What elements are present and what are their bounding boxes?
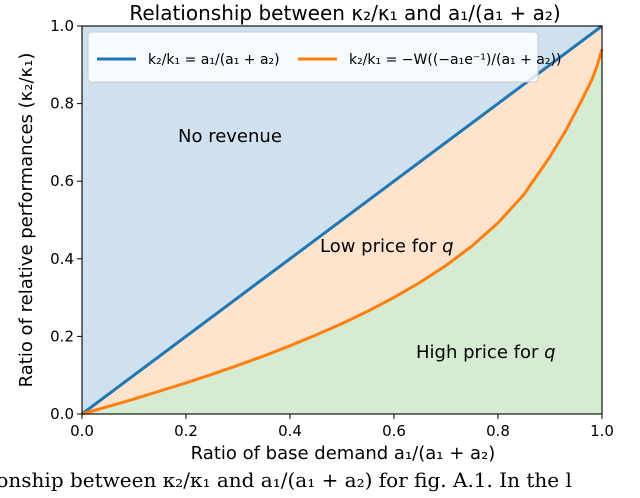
chart-title: Relationship between κ₂/κ₁ and a₁/(a₁ + … (129, 1, 560, 25)
x-tick-label: 0.2 (174, 422, 198, 440)
y-tick-label: 0.4 (50, 250, 74, 268)
series-lines (81, 24, 604, 416)
x-tick-label: 0.4 (278, 422, 302, 440)
low-price-q: q (442, 236, 453, 257)
legend-label-linear: k₂/k₁ = a₁/(a₁ + a₂) (148, 52, 280, 68)
y-axis-label: Ratio of relative performances (κ₂/κ₁) (16, 53, 37, 388)
high-price-text: High price for (416, 342, 544, 363)
x-tick-label: 0.0 (70, 422, 94, 440)
x-ticks: 0.0 0.2 0.4 0.6 0.8 1.0 (70, 414, 614, 440)
region-label-no-revenue: No revenue (178, 126, 282, 147)
series-line-linear (81, 24, 603, 416)
x-tick-label: 0.6 (382, 422, 406, 440)
legend-label-lambert: k₂/k₁ = −W((−a₁e⁻¹)/(a₁ + a₂)) (349, 52, 561, 68)
legend: k₂/k₁ = a₁/(a₁ + a₂) k₂/k₁ = −W((−a₁e⁻¹)… (87, 31, 561, 83)
region-label-high-price: High price for q (416, 342, 556, 363)
y-tick-label: 0.6 (50, 172, 74, 190)
y-ticks: 0.0 0.2 0.4 0.6 0.8 1.0 (50, 17, 82, 423)
region-label-low-price: Low price for q (320, 236, 454, 257)
y-tick-label: 0.8 (50, 95, 74, 113)
plot-frame (81, 25, 603, 415)
y-tick-label: 0.0 (50, 405, 74, 423)
x-tick-label: 0.8 (486, 422, 510, 440)
region-high-price (82, 49, 602, 415)
legend-box (87, 31, 539, 83)
y-tick-label: 0.2 (50, 327, 74, 345)
y-tick-label: 1.0 (50, 17, 74, 35)
x-axis-label: Ratio of base demand a₁/(a₁ + a₂) (191, 443, 496, 464)
figure-caption: ationship between κ₂/κ₁ and a₁/(a₁ + a₂)… (0, 468, 572, 492)
x-tick-label: 1.0 (590, 422, 614, 440)
high-price-q: q (544, 342, 555, 363)
low-price-text: Low price for (320, 236, 442, 257)
series-line-lambert (81, 48, 604, 416)
